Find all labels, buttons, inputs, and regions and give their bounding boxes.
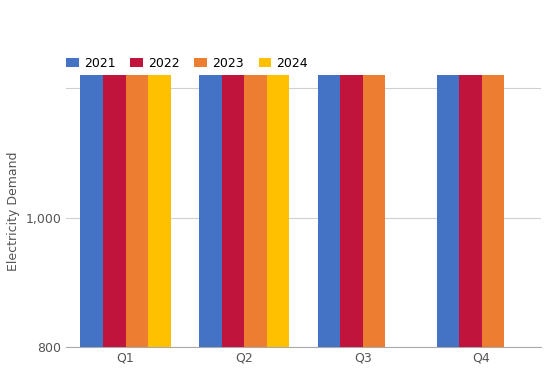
Bar [481,0,504,347]
Bar [222,0,244,347]
Bar [267,0,289,347]
Bar [341,0,363,347]
Bar [318,0,341,347]
Bar [199,0,222,347]
Bar [103,0,126,347]
Bar [244,0,267,347]
Bar [437,0,459,347]
Bar [148,0,171,347]
Bar [126,0,148,347]
Y-axis label: Electricity Demand: Electricity Demand [7,152,20,271]
Bar [459,0,481,347]
Legend: 2021, 2022, 2023, 2024: 2021, 2022, 2023, 2024 [66,57,308,70]
Bar [81,0,103,347]
Bar [363,0,385,347]
